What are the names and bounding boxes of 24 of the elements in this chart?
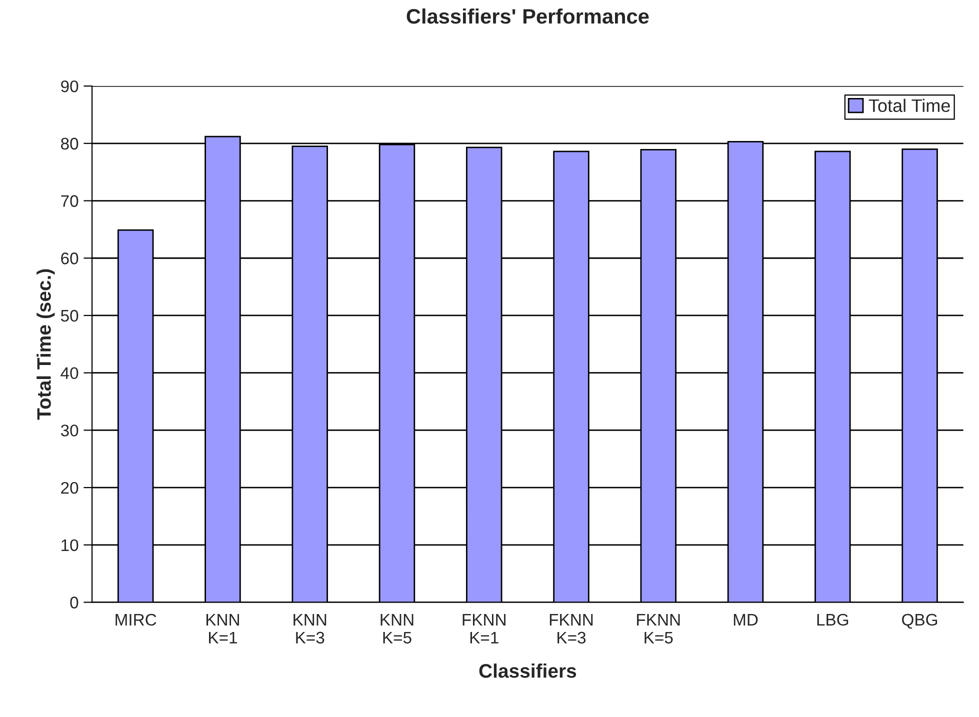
- y-tick-label: 60: [61, 252, 78, 264]
- legend-label: Total Time: [868, 98, 950, 112]
- x-axis-title: Classifiers: [479, 664, 576, 678]
- y-tick-label: 40: [60, 367, 78, 380]
- y-tick-label: 90: [61, 80, 78, 92]
- y-axis-title: Total Time (sec.): [36, 269, 55, 420]
- x-tick-label: KNN K=1: [206, 614, 239, 644]
- y-tick-label: 80: [61, 138, 78, 150]
- x-tick-label: KNN K=3: [294, 614, 326, 644]
- x-tick-label: FKNN K=1: [462, 614, 506, 644]
- y-tick-label: 0: [70, 596, 78, 608]
- chart-title: Classifiers' Performance: [406, 8, 649, 24]
- y-tick-label: 70: [61, 195, 78, 207]
- y-tick-label: 20: [61, 482, 78, 494]
- x-tick-label: FKNN K=5: [637, 614, 680, 644]
- y-tick-label: 50: [60, 310, 78, 322]
- x-tick-label: MD: [734, 614, 758, 626]
- x-tick-label: KNN K=5: [380, 614, 414, 644]
- x-tick-label: FKNN K=3: [550, 614, 593, 644]
- x-tick-label: MIRC: [116, 614, 156, 626]
- y-tick-label: 30: [60, 424, 78, 436]
- y-tick-label: 10: [62, 539, 78, 552]
- x-tick-label: QBG: [902, 614, 938, 629]
- x-tick-label: LBG: [817, 614, 848, 626]
